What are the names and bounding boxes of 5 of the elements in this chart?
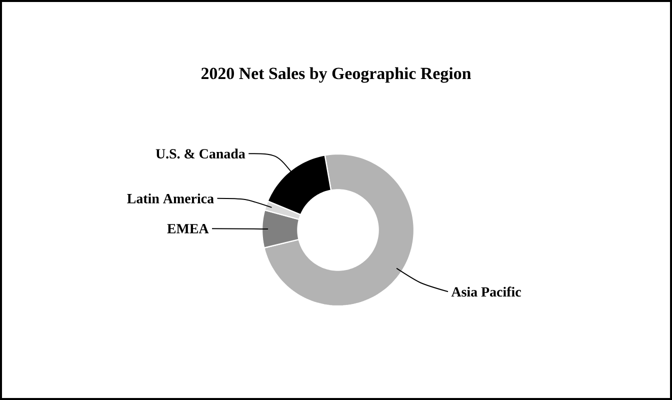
slice-label: EMEA — [167, 224, 209, 234]
slice-label: Asia Pacific — [451, 286, 521, 297]
slice-label: U.S. & Canada — [156, 148, 246, 159]
chart-title: 2020 Net Sales by Geographic Region — [201, 67, 471, 83]
slice-label: Latin America — [127, 194, 214, 204]
